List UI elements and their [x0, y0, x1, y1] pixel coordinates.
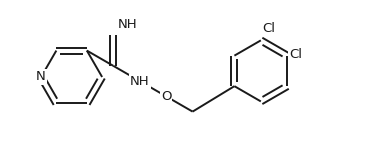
- Text: Cl: Cl: [262, 22, 275, 35]
- Text: O: O: [161, 90, 171, 103]
- Text: Cl: Cl: [289, 48, 302, 61]
- Text: NH: NH: [118, 18, 138, 31]
- Text: NH: NH: [130, 75, 150, 88]
- Text: N: N: [36, 71, 46, 83]
